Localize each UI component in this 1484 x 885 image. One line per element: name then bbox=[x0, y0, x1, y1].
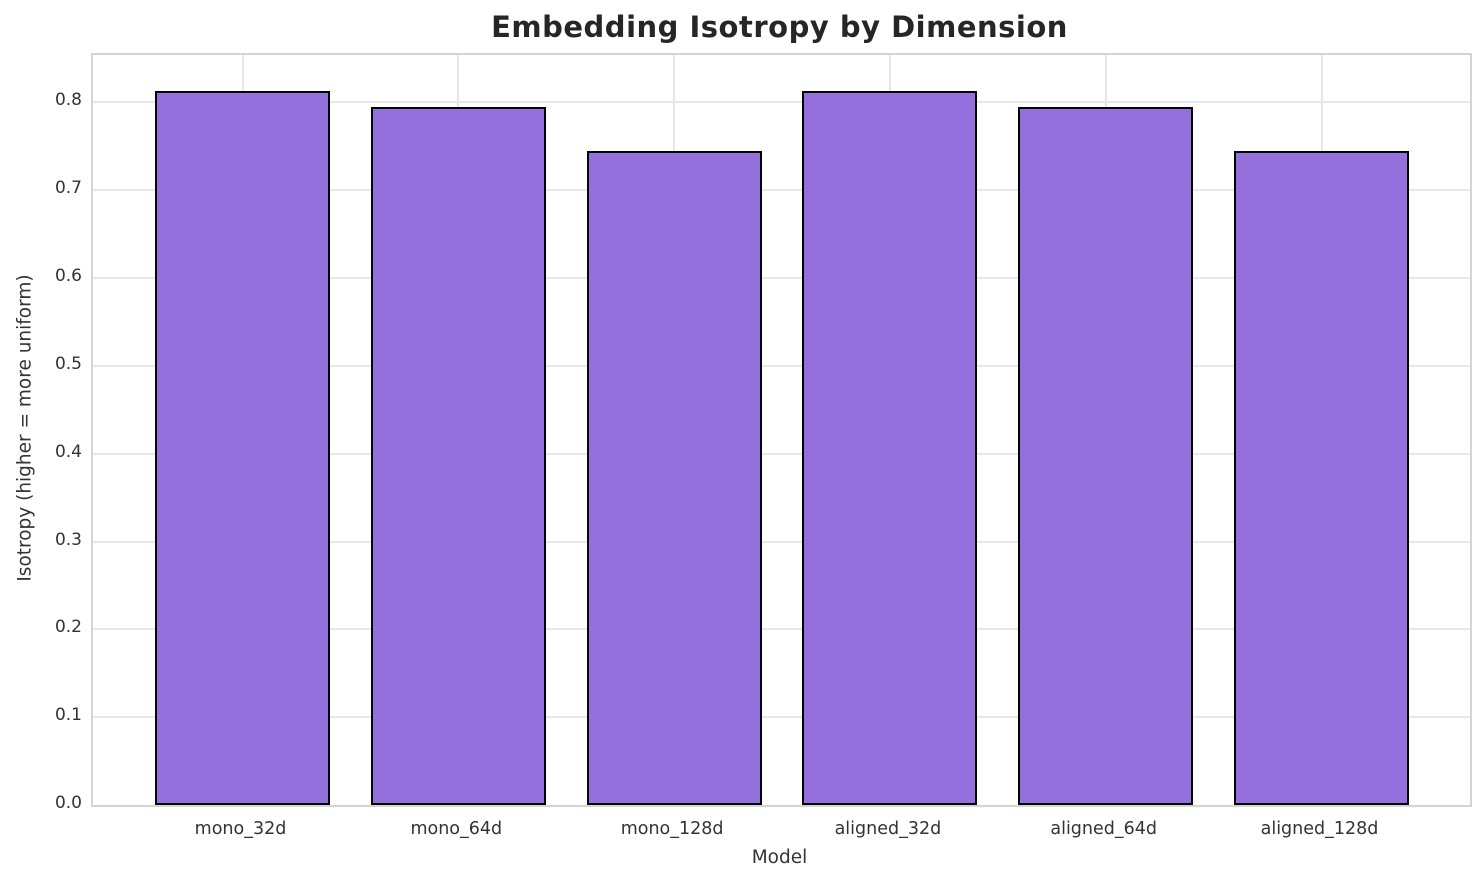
h-gridline bbox=[93, 189, 1470, 192]
bar-aligned_32d bbox=[802, 91, 978, 805]
h-gridline bbox=[93, 452, 1470, 455]
plot-area bbox=[91, 53, 1472, 807]
y-tick-label: 0.2 bbox=[54, 617, 82, 638]
x-tick-label: aligned_64d bbox=[1050, 819, 1158, 839]
h-gridline bbox=[93, 364, 1470, 367]
y-tick-label: 0.1 bbox=[54, 705, 82, 726]
h-gridline bbox=[93, 540, 1470, 543]
h-gridline bbox=[93, 716, 1470, 719]
bar-aligned_64d bbox=[1018, 106, 1194, 805]
x-tick-label: aligned_32d bbox=[834, 819, 942, 839]
y-tick-label: 0.0 bbox=[54, 793, 82, 813]
h-gridline bbox=[93, 277, 1470, 280]
h-gridline bbox=[93, 101, 1470, 104]
y-tick-label: 0.7 bbox=[54, 178, 82, 199]
bar-aligned_128d bbox=[1234, 150, 1409, 805]
bar-mono_64d bbox=[370, 106, 546, 805]
chart-title: Embedding Isotropy by Dimension bbox=[491, 10, 1068, 44]
x-tick-label: mono_64d bbox=[410, 819, 503, 839]
x-tick-label: aligned_128d bbox=[1260, 819, 1379, 839]
bar-mono_32d bbox=[155, 91, 330, 805]
y-tick-label: 0.3 bbox=[54, 529, 82, 550]
y-tick-label: 0.8 bbox=[54, 90, 82, 111]
y-tick-label: 0.4 bbox=[54, 441, 82, 462]
x-tick-label: mono_32d bbox=[194, 819, 287, 839]
y-tick-label: 0.6 bbox=[54, 266, 82, 287]
h-gridline bbox=[93, 628, 1470, 631]
y-axis-label: Isotropy (higher = more uniform) bbox=[14, 274, 36, 582]
bar-mono_128d bbox=[586, 150, 762, 805]
x-tick-label: mono_128d bbox=[620, 819, 724, 839]
x-axis-label: Model bbox=[751, 847, 808, 868]
y-tick-label: 0.5 bbox=[54, 353, 82, 374]
